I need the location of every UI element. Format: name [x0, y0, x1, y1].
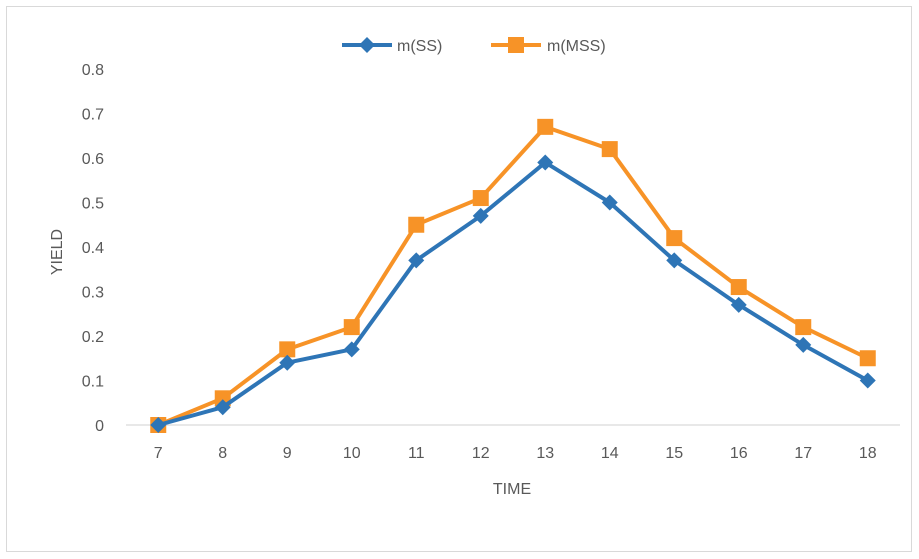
y-tick-label: 0.1 [82, 374, 104, 391]
data-point [279, 341, 296, 358]
data-point [408, 216, 425, 233]
y-tick-label: 0.2 [82, 329, 104, 346]
data-point [408, 252, 425, 269]
x-tick-label: 13 [536, 445, 554, 462]
y-axis-title: YIELD [49, 229, 66, 275]
y-tick-label: 0.8 [82, 62, 104, 79]
legend-item: m(MSS) [491, 37, 606, 55]
data-point [859, 350, 876, 367]
y-tick-label: 0 [95, 418, 104, 435]
x-tick-label: 14 [601, 445, 619, 462]
y-tick-label: 0.4 [82, 240, 104, 257]
data-point [601, 141, 618, 158]
data-point [472, 207, 489, 224]
x-tick-label: 16 [730, 445, 748, 462]
data-point [537, 154, 554, 171]
series-group [150, 118, 876, 433]
series-0 [150, 154, 876, 433]
legend-label: m(MSS) [547, 38, 606, 55]
data-point [279, 354, 296, 371]
x-tick-label: 7 [154, 445, 163, 462]
legend-marker [508, 37, 524, 53]
data-point [730, 279, 747, 296]
y-tick-label: 0.3 [82, 285, 104, 302]
series-line [156, 160, 870, 427]
data-point [795, 319, 812, 336]
data-point [859, 372, 876, 389]
x-tick-label: 8 [218, 445, 227, 462]
x-axis-ticks: 7 8 9 10 11 12 13 14 15 16 17 18 [154, 445, 877, 462]
x-tick-label: 12 [472, 445, 490, 462]
y-tick-label: 0.6 [82, 151, 104, 168]
data-point [730, 296, 747, 313]
data-point [343, 341, 360, 358]
series-1 [150, 118, 876, 433]
legend-marker [359, 37, 375, 53]
x-tick-label: 17 [794, 445, 812, 462]
data-point [343, 319, 360, 336]
y-axis-ticks: 0 0.1 0.2 0.3 0.4 0.5 0.6 0.7 0.8 [82, 62, 104, 435]
x-tick-label: 11 [408, 445, 425, 462]
legend-item: m(SS) [342, 37, 442, 55]
x-axis-title: TIME [493, 481, 531, 498]
data-point [150, 417, 167, 433]
y-tick-label: 0.7 [82, 107, 104, 124]
series-line [156, 124, 870, 427]
x-tick-label: 10 [343, 445, 361, 462]
data-point [537, 118, 554, 135]
data-point [795, 336, 812, 353]
data-point [666, 230, 683, 247]
data-point [214, 399, 231, 416]
legend: m(SS) m(MSS) [342, 37, 606, 55]
chart-area [6, 6, 912, 552]
legend-label: m(SS) [397, 38, 442, 55]
data-point [601, 194, 618, 211]
data-point [666, 252, 683, 269]
x-tick-label: 15 [665, 445, 683, 462]
x-tick-label: 18 [859, 445, 877, 462]
data-point [472, 190, 489, 207]
x-tick-label: 9 [283, 445, 292, 462]
y-tick-label: 0.5 [82, 196, 104, 213]
